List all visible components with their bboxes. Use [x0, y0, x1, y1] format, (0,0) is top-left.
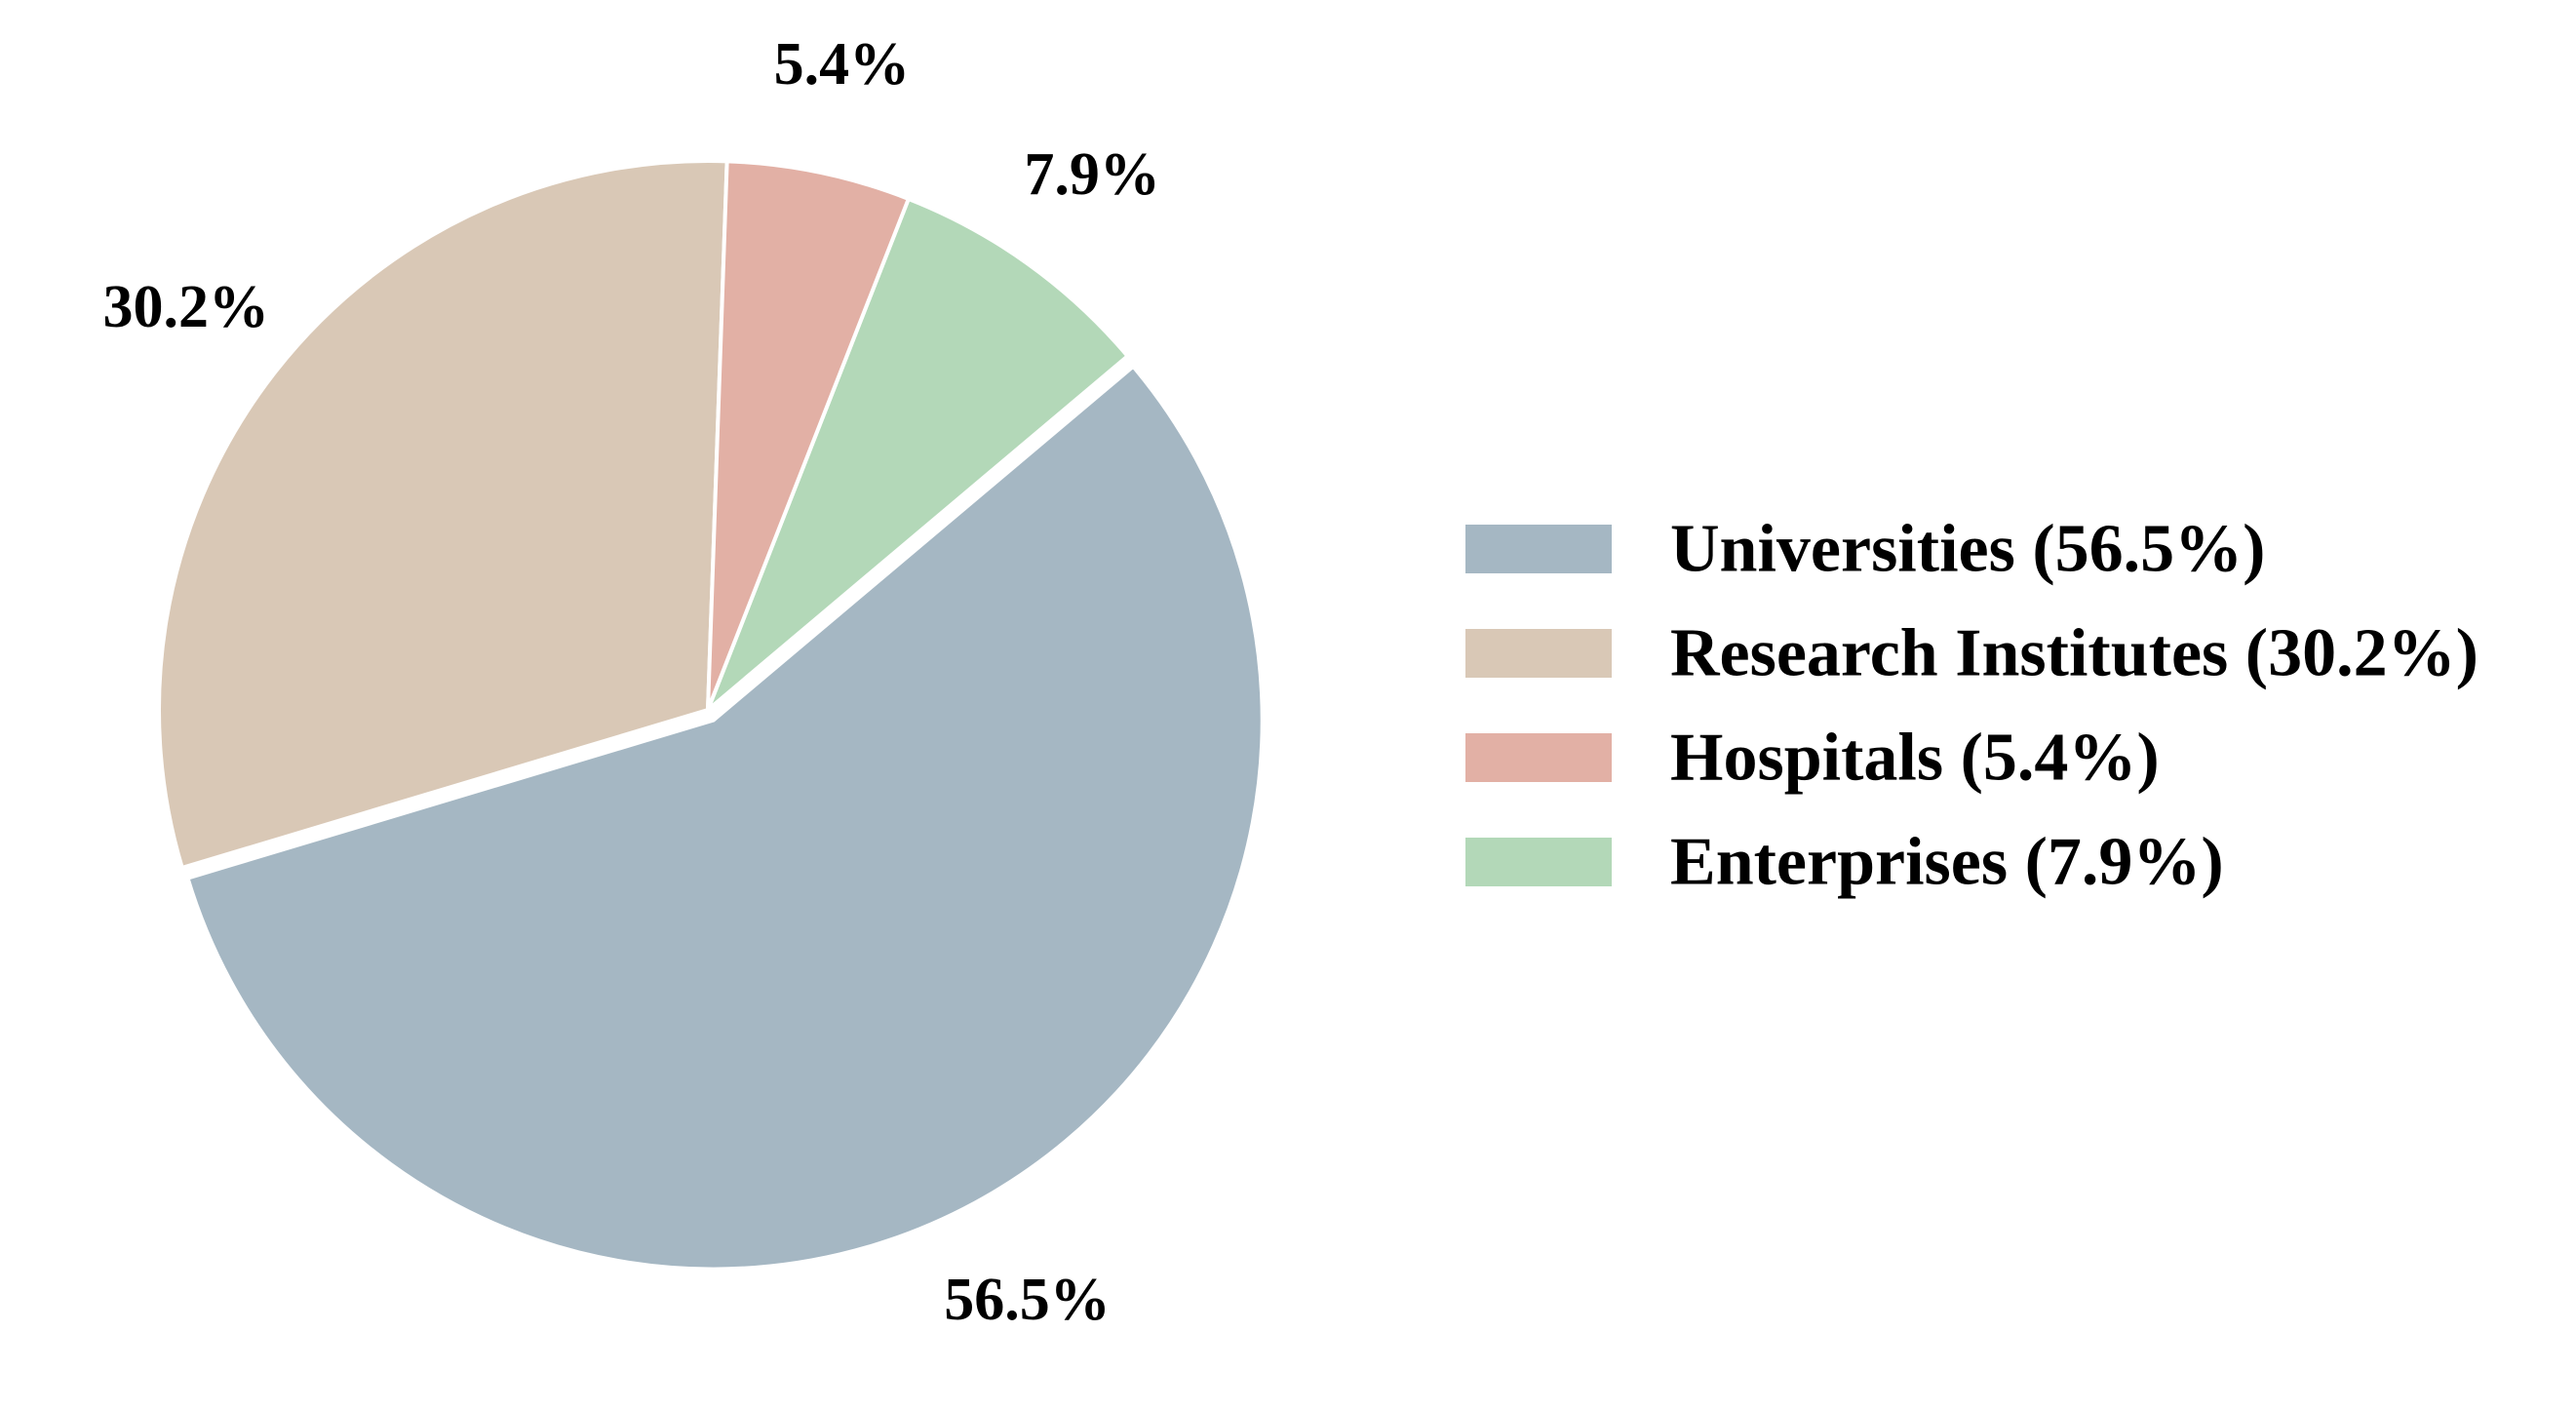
pie-label-hospitals: 5.4% — [774, 31, 911, 98]
legend-swatch-research-institutes — [1465, 629, 1612, 678]
pie-slice-research-institutes — [157, 159, 729, 871]
legend-item-enterprises: Enterprises (7.9%) — [1465, 825, 2224, 900]
legend: Universities (56.5%) Research Institutes … — [1465, 512, 2478, 900]
legend-swatch-hospitals — [1465, 733, 1612, 782]
pie-slice-universities — [185, 363, 1265, 1272]
legend-label-enterprises: Enterprises (7.9%) — [1670, 825, 2224, 900]
legend-item-hospitals: Hospitals (5.4%) — [1465, 721, 2160, 796]
legend-swatch-enterprises — [1465, 838, 1612, 886]
legend-label-universities: Universities (56.5%) — [1670, 512, 2265, 587]
legend-item-universities: Universities (56.5%) — [1465, 512, 2265, 587]
pie-slice-enterprises — [706, 196, 1131, 712]
legend-label-research-institutes: Research Institutes (30.2%) — [1670, 616, 2478, 691]
legend-label-hospitals: Hospitals (5.4%) — [1670, 721, 2160, 796]
legend-item-research-institutes: Research Institutes (30.2%) — [1465, 616, 2478, 691]
pie-slices — [157, 159, 1265, 1272]
pie-label-research-institutes: 30.2% — [102, 274, 269, 340]
pie-label-universities: 56.5% — [944, 1267, 1111, 1333]
pie-percentage-labels: 30.2% 56.5% 7.9% 5.4% — [102, 31, 1159, 1333]
pie-slice-hospitals — [706, 159, 912, 711]
pie-label-enterprises: 7.9% — [1024, 141, 1160, 208]
legend-swatch-universities — [1465, 525, 1612, 573]
